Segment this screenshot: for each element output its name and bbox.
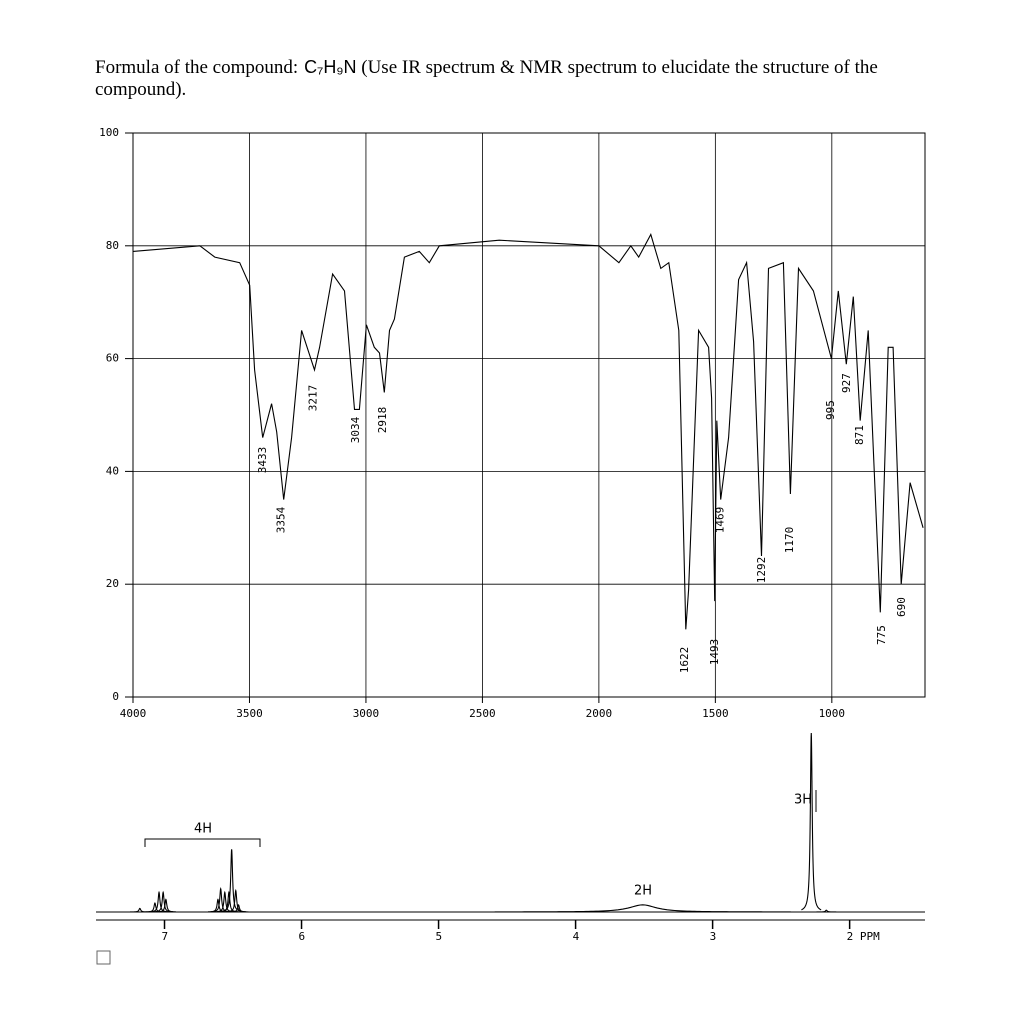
peak-label: 1493 bbox=[708, 639, 721, 666]
peak-label: 690 bbox=[895, 597, 908, 617]
peak-label: 1622 bbox=[678, 647, 691, 674]
x-tick-label: 2500 bbox=[469, 707, 496, 720]
peak-label: 1170 bbox=[783, 527, 796, 554]
question-text: (Use IR spectrum & NMR spectrum to eluci… bbox=[95, 57, 878, 100]
peak-label: 1469 bbox=[714, 507, 727, 534]
peak-label: 871 bbox=[853, 425, 866, 445]
question: Formula of the compound: C₇H₉N (Use IR sp… bbox=[95, 56, 935, 101]
peak-label: 3433 bbox=[256, 447, 269, 474]
peak-label: 927 bbox=[840, 373, 853, 393]
nmr-peak bbox=[155, 898, 176, 913]
y-tick-label: 60 bbox=[106, 352, 119, 365]
x-tick-label: 3500 bbox=[236, 707, 263, 720]
x-tick-label: 6 bbox=[299, 930, 306, 943]
integration-label: 4H bbox=[194, 822, 212, 837]
x-tick-label: 3000 bbox=[353, 707, 380, 720]
peak-label: 2918 bbox=[376, 407, 389, 434]
x-tick-label: 2000 bbox=[586, 707, 613, 720]
question-label: Formula of the compound: bbox=[95, 57, 299, 78]
x-tick-label: 1500 bbox=[702, 707, 729, 720]
x-tick-label: 3 bbox=[710, 930, 717, 943]
peak-label: 995 bbox=[824, 400, 837, 420]
integration-label: 2H bbox=[634, 884, 652, 899]
formula: C₇H₉N bbox=[304, 57, 357, 77]
y-tick-label: 80 bbox=[106, 239, 119, 252]
nmr-peak bbox=[228, 904, 249, 913]
x-tick-label: 7 bbox=[162, 930, 169, 943]
ir-frame bbox=[132, 132, 926, 698]
y-tick-label: 40 bbox=[106, 464, 119, 477]
y-tick-label: 0 bbox=[112, 690, 119, 703]
peak-label: 3354 bbox=[274, 506, 287, 533]
y-tick-label: 100 bbox=[99, 126, 119, 139]
peak-label: 775 bbox=[875, 625, 888, 645]
integration-label: 3H bbox=[794, 793, 812, 808]
x-tick-label: 4000 bbox=[120, 707, 147, 720]
nmr-peak bbox=[494, 904, 791, 913]
integration-bracket bbox=[144, 838, 261, 847]
x-tick-label: 2 PPM bbox=[847, 930, 880, 943]
checkbox[interactable] bbox=[96, 950, 111, 965]
x-tick-label: 1000 bbox=[819, 707, 846, 720]
nmr-peak bbox=[149, 890, 169, 913]
nmr-peak bbox=[801, 732, 822, 911]
nmr-peak bbox=[816, 909, 837, 913]
ir-curve bbox=[132, 233, 924, 630]
x-tick-label: 5 bbox=[436, 930, 443, 943]
x-tick-label: 4 bbox=[573, 930, 580, 943]
peak-label: 3034 bbox=[349, 416, 362, 443]
nmr-peak bbox=[221, 849, 242, 912]
peak-label: 3217 bbox=[306, 385, 319, 412]
y-tick-label: 20 bbox=[106, 577, 119, 590]
peak-label: 1292 bbox=[755, 557, 768, 584]
